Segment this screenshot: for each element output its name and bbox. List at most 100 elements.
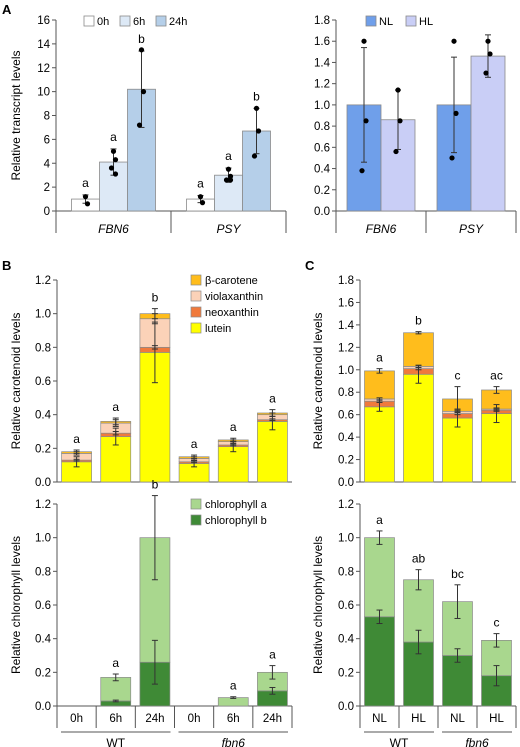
bar-segment-lutein (442, 417, 473, 483)
data-point (393, 148, 399, 155)
y-tick-label: 0.8 (314, 121, 330, 133)
data-point (225, 166, 232, 172)
significance-letter: a (73, 432, 80, 446)
y-tick-label: 0 (44, 206, 50, 218)
y-tick-label: 0.8 (35, 566, 51, 578)
significance-letter: b (152, 478, 159, 492)
data-point (363, 118, 369, 124)
data-point (251, 153, 258, 159)
y-tick-label: 0.0 (338, 701, 354, 713)
legend-label: 0h (97, 16, 109, 28)
data-point (197, 194, 204, 200)
data-point (108, 165, 115, 171)
legend-swatch (405, 15, 417, 27)
y-tick-label: 1.0 (35, 309, 51, 321)
data-point (483, 70, 489, 76)
category-label: HL (411, 713, 426, 725)
y-axis-label: Relative chlorophyll levels (311, 536, 325, 674)
data-point (359, 168, 365, 174)
y-tick-label: 0.0 (35, 477, 51, 489)
y-tick-label: 0.4 (314, 164, 331, 176)
bar-segment-lutein (139, 352, 171, 483)
y-tick-label: 1.2 (35, 499, 51, 511)
data-point (395, 87, 401, 93)
y-tick-label: 0.8 (35, 342, 51, 354)
legend-swatch (190, 306, 202, 318)
data-point (199, 200, 206, 206)
legend-swatch (365, 15, 377, 27)
y-tick-label: 0.2 (35, 667, 51, 679)
category-label: 0h (70, 713, 83, 725)
y-tick-label: 4 (44, 158, 51, 170)
y-tick-label: 10 (37, 87, 50, 99)
y-tick-label: 0.6 (314, 142, 330, 154)
bar-segment-chlorophyll b (364, 616, 395, 707)
data-point (84, 201, 91, 207)
data-point (140, 89, 147, 95)
y-tick-label: 1.2 (338, 499, 354, 511)
panel-letter-b: B (2, 258, 11, 273)
legend-swatch (190, 498, 202, 510)
category-label: FBN6 (366, 222, 397, 236)
data-point (138, 47, 145, 53)
significance-letter: a (82, 176, 89, 190)
y-tick-label: 0.8 (338, 566, 354, 578)
y-tick-label: 16 (37, 15, 50, 27)
bar-segment-lutein (217, 446, 249, 483)
data-point (112, 157, 119, 163)
category-label: 6h (227, 713, 240, 725)
plots-layer: 0 2 4 6 8 10 12 14 16 Relative transcript levels a… (9, 15, 517, 747)
panel-letter-c: C (305, 258, 315, 273)
group-label: WT (106, 736, 125, 747)
legend-label: HL (419, 16, 433, 28)
y-tick-label: 0.4 (338, 634, 355, 646)
bar-segment-lutein (364, 406, 395, 483)
category-label: 24h (263, 713, 282, 725)
legend-label: NL (379, 16, 393, 28)
legend-label: lutein (205, 323, 231, 335)
y-tick-label: 0.2 (338, 455, 354, 467)
significance-letter: a (376, 351, 383, 365)
legend-label: 6h (133, 16, 145, 28)
legend-label: β-carotene (205, 275, 258, 287)
category-label: 0h (188, 713, 201, 725)
y-tick-label: 1.0 (35, 533, 51, 545)
significance-letter: ac (490, 369, 503, 383)
significance-letter: ab (412, 552, 426, 566)
bar-segment-lutein (257, 421, 288, 483)
y-tick-label: 1.6 (314, 36, 330, 48)
y-tick-label: 0.4 (338, 432, 355, 444)
y-tick-label: 0.6 (35, 600, 51, 612)
y-axis-label: Relative carotenoid levels (9, 313, 23, 450)
data-point (110, 148, 117, 154)
legend-swatch (190, 290, 202, 302)
y-tick-label: 14 (37, 39, 50, 51)
category-label: NL (372, 713, 387, 725)
data-point (253, 105, 260, 111)
y-tick-label: 1.8 (314, 15, 330, 27)
y-tick-label: 0.0 (338, 477, 354, 489)
legend-label: 24h (169, 16, 187, 28)
group-label: WT (390, 736, 409, 747)
legend-swatch (190, 514, 202, 526)
y-tick-label: 12 (37, 63, 50, 75)
significance-letter: a (269, 392, 276, 406)
legend-label: chlorophyll a (205, 499, 268, 511)
y-tick-label: 1.0 (314, 100, 330, 112)
data-point (453, 110, 459, 116)
y-tick-label: 1.2 (338, 342, 354, 354)
category-label: HL (489, 713, 504, 725)
significance-letter: a (110, 130, 117, 144)
legend-swatch (119, 15, 131, 27)
group-label: fbn6 (465, 736, 489, 747)
data-point (223, 177, 230, 183)
significance-letter: a (191, 437, 198, 451)
panel-letter-a: A (2, 2, 12, 17)
y-tick-label: 8 (44, 111, 50, 123)
legend-label: neoxanthin (205, 307, 259, 319)
y-tick-label: 1.2 (314, 79, 330, 91)
data-point (487, 51, 493, 57)
bar-segment-lutein (100, 436, 132, 483)
category-label: PSY (459, 222, 484, 236)
significance-letter: c (494, 616, 500, 630)
